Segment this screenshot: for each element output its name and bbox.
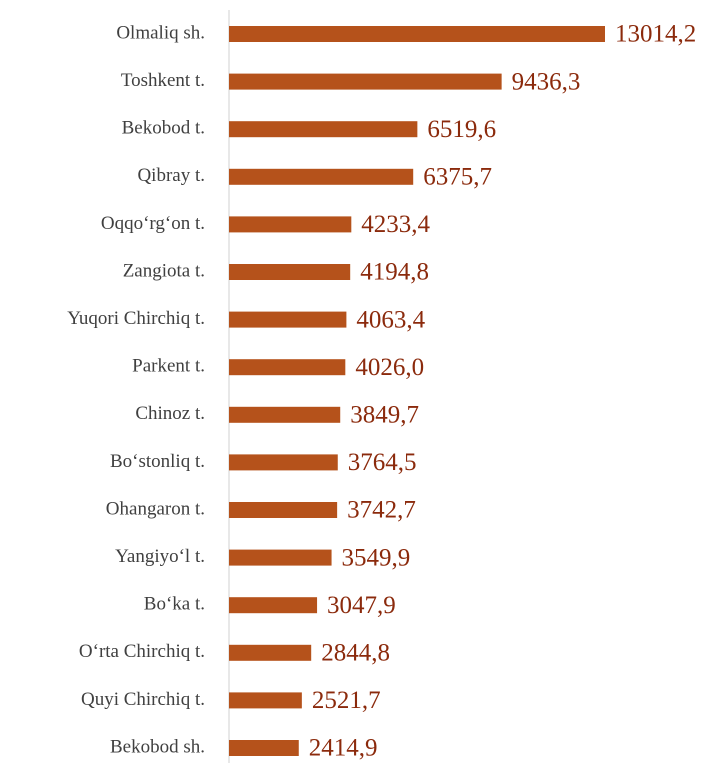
value-label: 6375,7 bbox=[423, 164, 492, 191]
value-label: 13014,2 bbox=[615, 21, 696, 48]
value-label: 4063,4 bbox=[356, 306, 425, 333]
bar bbox=[229, 73, 502, 90]
value-label: 3764,5 bbox=[348, 449, 417, 476]
category-label: Yangiyo‘l t. bbox=[115, 546, 205, 567]
value-label: 2521,7 bbox=[312, 687, 381, 714]
value-label: 3742,7 bbox=[347, 497, 416, 524]
bar bbox=[229, 406, 341, 423]
value-label: 4194,8 bbox=[360, 259, 429, 286]
bar bbox=[229, 264, 351, 280]
bar bbox=[229, 216, 352, 233]
value-label: 4233,4 bbox=[361, 211, 430, 238]
bar bbox=[229, 168, 414, 185]
bar bbox=[229, 311, 347, 328]
bar bbox=[229, 549, 332, 566]
bar bbox=[229, 740, 299, 756]
bar bbox=[229, 644, 312, 661]
value-label: 3047,9 bbox=[327, 592, 396, 619]
bar bbox=[229, 26, 605, 42]
value-label: 2844,8 bbox=[321, 640, 390, 667]
category-label: O‘rta Chirchiq t. bbox=[79, 641, 205, 662]
category-label: Chinoz t. bbox=[135, 403, 205, 424]
value-label: 4026,0 bbox=[355, 354, 424, 381]
category-label: Ohangaron t. bbox=[106, 498, 205, 519]
category-label: Oqqo‘rg‘on t. bbox=[101, 213, 205, 234]
bar bbox=[229, 454, 338, 471]
value-label: 9436,3 bbox=[512, 68, 581, 95]
category-label: Bekobod sh. bbox=[110, 736, 205, 757]
bar bbox=[229, 502, 338, 518]
category-label: Bo‘ka t. bbox=[144, 594, 205, 615]
category-label: Zangiota t. bbox=[123, 260, 205, 281]
category-label: Parkent t. bbox=[132, 356, 205, 377]
category-label: Bo‘stonliq t. bbox=[110, 451, 205, 472]
value-label: 3849,7 bbox=[350, 402, 419, 429]
bar bbox=[229, 692, 302, 709]
category-label: Qibray t. bbox=[137, 165, 205, 186]
category-label: Yuqori Chirchiq t. bbox=[67, 308, 205, 329]
value-label: 3549,9 bbox=[342, 544, 411, 571]
category-label: Olmaliq sh. bbox=[116, 22, 205, 43]
category-label: Bekobod t. bbox=[122, 118, 205, 139]
bar bbox=[229, 597, 318, 614]
bar bbox=[229, 359, 346, 376]
value-label: 6519,6 bbox=[427, 116, 496, 143]
bar bbox=[229, 121, 418, 138]
value-label: 2414,9 bbox=[309, 735, 378, 762]
category-label: Toshkent t. bbox=[121, 70, 205, 91]
category-label: Quyi Chirchiq t. bbox=[81, 689, 205, 710]
